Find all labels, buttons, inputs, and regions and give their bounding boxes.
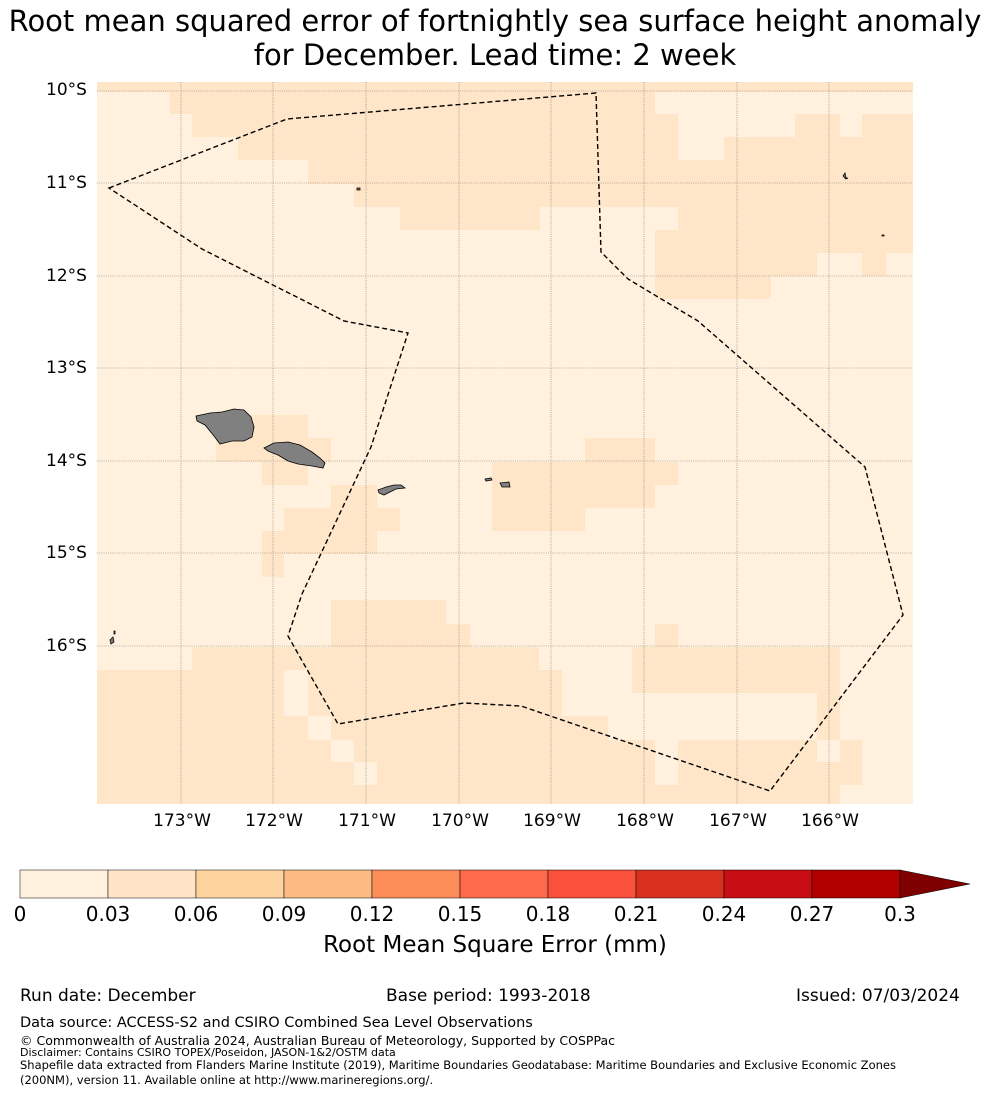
title-line-1: Root mean squared error of fortnightly s…: [8, 4, 982, 38]
colorbar-segment-9: [811, 869, 901, 899]
lat-label-11s: 11°S: [46, 173, 87, 193]
cbar-tick-021: 0.21: [613, 902, 659, 926]
lon-label-167w: 167°W: [709, 811, 767, 831]
lon-label-170w: 170°W: [431, 811, 489, 831]
colorbar-segment-8: [723, 869, 813, 899]
colorbar: [19, 869, 971, 899]
cbar-tick-0: 0: [13, 902, 27, 926]
rmse-field-low-patches: [284, 92, 862, 785]
data-source: Data source: ACCESS-S2 and CSIRO Combine…: [20, 1015, 533, 1031]
wallis-islet: [113, 630, 116, 635]
lon-label-171w: 171°W: [338, 811, 396, 831]
shapefile-credit-2: (200NM), version 11. Available online at…: [20, 1073, 434, 1087]
graticule: [97, 82, 913, 804]
lat-label-14s: 14°S: [46, 451, 87, 471]
lon-label-169w: 169°W: [523, 811, 581, 831]
colorbar-segment-0: [19, 869, 109, 899]
title-line-2: for December. Lead time: 2 week: [253, 38, 737, 72]
cbar-tick-03: 0.3: [884, 902, 916, 926]
tokelau-atoll: [842, 171, 849, 180]
lat-label-13s: 13°S: [46, 358, 87, 378]
colorbar-label: Root Mean Square Error (mm): [323, 932, 667, 958]
chart-title: Root mean squared error of fortnightly s…: [0, 4, 990, 72]
colorbar-extend-arrow: [899, 869, 971, 899]
lat-label-16s: 16°S: [46, 636, 87, 656]
lon-label-168w: 168°W: [616, 811, 674, 831]
cbar-tick-012: 0.12: [349, 902, 395, 926]
colorbar-segment-4: [371, 869, 461, 899]
savaii-island: [195, 408, 255, 445]
ofu-island: [484, 477, 493, 482]
cbar-tick-024: 0.24: [701, 902, 747, 926]
lat-label-15s: 15°S: [46, 543, 87, 563]
colorbar-segment-5: [459, 869, 549, 899]
run-date: Run date: December: [20, 986, 196, 1006]
base-period: Base period: 1993-2018: [386, 986, 591, 1006]
lon-label-166w: 166°W: [801, 811, 859, 831]
colorbar-segment-1: [107, 869, 197, 899]
disclaimer: Disclaimer: Contains CSIRO TOPEX/Poseido…: [20, 1046, 396, 1059]
wallis-island: [109, 636, 115, 645]
shapefile-credit-1: Shapefile data extracted from Flanders M…: [20, 1058, 896, 1072]
lon-label-172w: 172°W: [245, 811, 303, 831]
cbar-tick-009: 0.09: [261, 902, 307, 926]
eez-boundary: [107, 92, 904, 792]
colorbar-segment-6: [547, 869, 637, 899]
issued-date: Issued: 07/03/2024: [796, 986, 960, 1006]
cbar-tick-027: 0.27: [789, 902, 835, 926]
lat-label-10s: 10°S: [46, 80, 87, 100]
map: [97, 82, 913, 804]
swains-island: [356, 187, 361, 191]
cbar-tick-006: 0.06: [173, 902, 219, 926]
cbar-tick-018: 0.18: [525, 902, 571, 926]
lat-label-12s: 12°S: [46, 266, 87, 286]
colorbar-segment-3: [283, 869, 373, 899]
manua-island: [499, 481, 511, 488]
colorbar-segment-2: [195, 869, 285, 899]
colorbar-segment-7: [635, 869, 725, 899]
lon-label-173w: 173°W: [153, 811, 211, 831]
rose-atoll: [881, 234, 885, 237]
tutuila-island: [377, 484, 407, 496]
cbar-tick-015: 0.15: [437, 902, 483, 926]
upolu-island: [263, 441, 326, 469]
copyright: © Commonwealth of Australia 2024, Austra…: [20, 1033, 615, 1048]
cbar-tick-003: 0.03: [85, 902, 131, 926]
